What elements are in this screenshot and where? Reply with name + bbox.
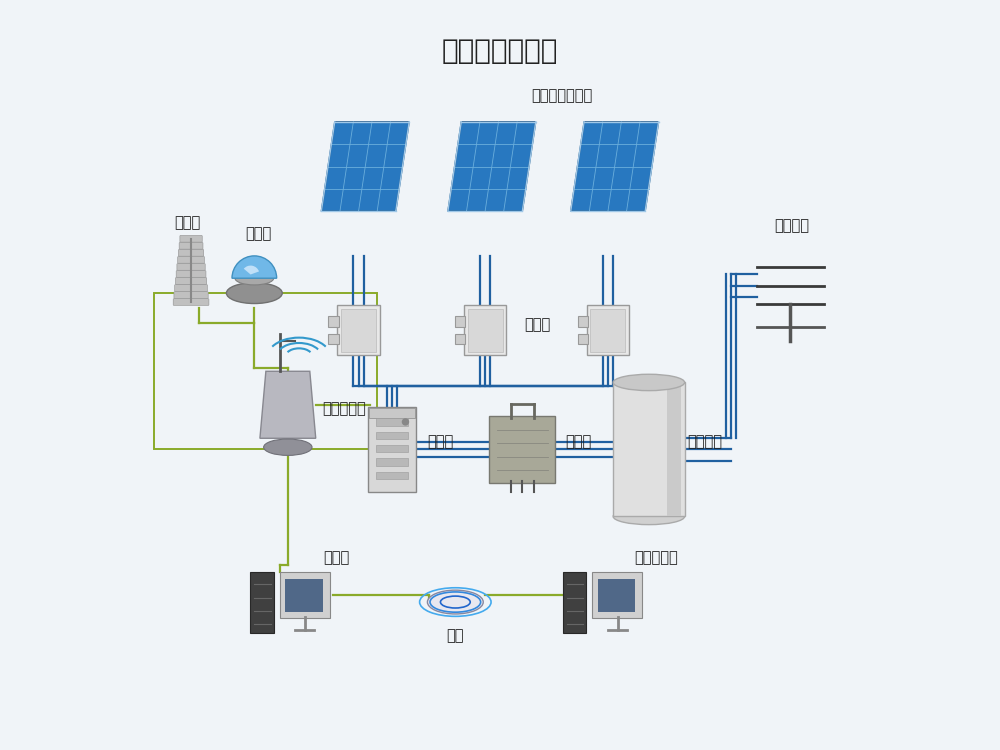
Bar [376, 472, 408, 479]
FancyBboxPatch shape [175, 278, 207, 284]
FancyBboxPatch shape [175, 285, 207, 291]
FancyBboxPatch shape [578, 316, 588, 326]
Wedge shape [244, 266, 259, 274]
FancyBboxPatch shape [173, 298, 209, 305]
Ellipse shape [613, 374, 685, 391]
FancyBboxPatch shape [178, 250, 204, 256]
Ellipse shape [613, 509, 685, 525]
FancyBboxPatch shape [177, 263, 205, 270]
Polygon shape [321, 122, 409, 211]
Text: 光伏发电示意图: 光伏发电示意图 [442, 38, 558, 65]
FancyBboxPatch shape [455, 316, 465, 326]
FancyBboxPatch shape [598, 579, 635, 612]
Text: 直流柜: 直流柜 [427, 434, 454, 449]
FancyBboxPatch shape [180, 236, 202, 242]
Text: 汇流箱: 汇流箱 [524, 317, 550, 332]
Text: 计算机: 计算机 [323, 550, 349, 565]
FancyBboxPatch shape [489, 416, 555, 482]
FancyBboxPatch shape [328, 316, 339, 326]
Bar [376, 458, 408, 466]
FancyBboxPatch shape [178, 256, 204, 263]
Polygon shape [260, 371, 316, 438]
Ellipse shape [226, 283, 282, 304]
FancyBboxPatch shape [280, 572, 330, 618]
Ellipse shape [264, 439, 312, 455]
Text: 高压电网: 高压电网 [774, 218, 809, 233]
Text: 远程计算机: 远程计算机 [634, 550, 678, 565]
Ellipse shape [427, 590, 483, 614]
Bar [667, 382, 681, 517]
FancyBboxPatch shape [341, 309, 376, 352]
FancyBboxPatch shape [369, 408, 415, 419]
Text: 升压系统: 升压系统 [687, 434, 722, 449]
Bar [376, 431, 408, 439]
FancyBboxPatch shape [592, 572, 642, 618]
Polygon shape [571, 122, 659, 211]
Text: 太阳能电池阵列: 太阳能电池阵列 [531, 88, 592, 104]
FancyBboxPatch shape [578, 334, 588, 344]
Text: 温度仪: 温度仪 [174, 215, 200, 230]
Wedge shape [232, 256, 277, 278]
Polygon shape [448, 122, 536, 211]
FancyBboxPatch shape [250, 572, 274, 632]
Text: 辐照仪: 辐照仪 [245, 226, 271, 241]
Bar [154, 293, 377, 449]
FancyBboxPatch shape [174, 292, 208, 298]
FancyBboxPatch shape [179, 242, 203, 249]
Bar [376, 419, 408, 425]
FancyBboxPatch shape [464, 305, 506, 356]
FancyBboxPatch shape [368, 407, 416, 492]
Circle shape [402, 419, 409, 425]
Text: 网络: 网络 [447, 628, 464, 643]
FancyBboxPatch shape [176, 271, 206, 278]
FancyBboxPatch shape [468, 309, 503, 352]
FancyBboxPatch shape [587, 305, 629, 356]
Text: 数据采集器: 数据采集器 [322, 401, 366, 416]
Text: 逆变器: 逆变器 [565, 434, 591, 449]
Bar [376, 445, 408, 452]
FancyBboxPatch shape [328, 334, 339, 344]
FancyBboxPatch shape [285, 579, 323, 612]
Ellipse shape [235, 272, 274, 285]
FancyBboxPatch shape [563, 572, 586, 632]
FancyBboxPatch shape [337, 305, 380, 356]
FancyBboxPatch shape [455, 334, 465, 344]
Bar [613, 382, 685, 517]
FancyBboxPatch shape [590, 309, 625, 352]
